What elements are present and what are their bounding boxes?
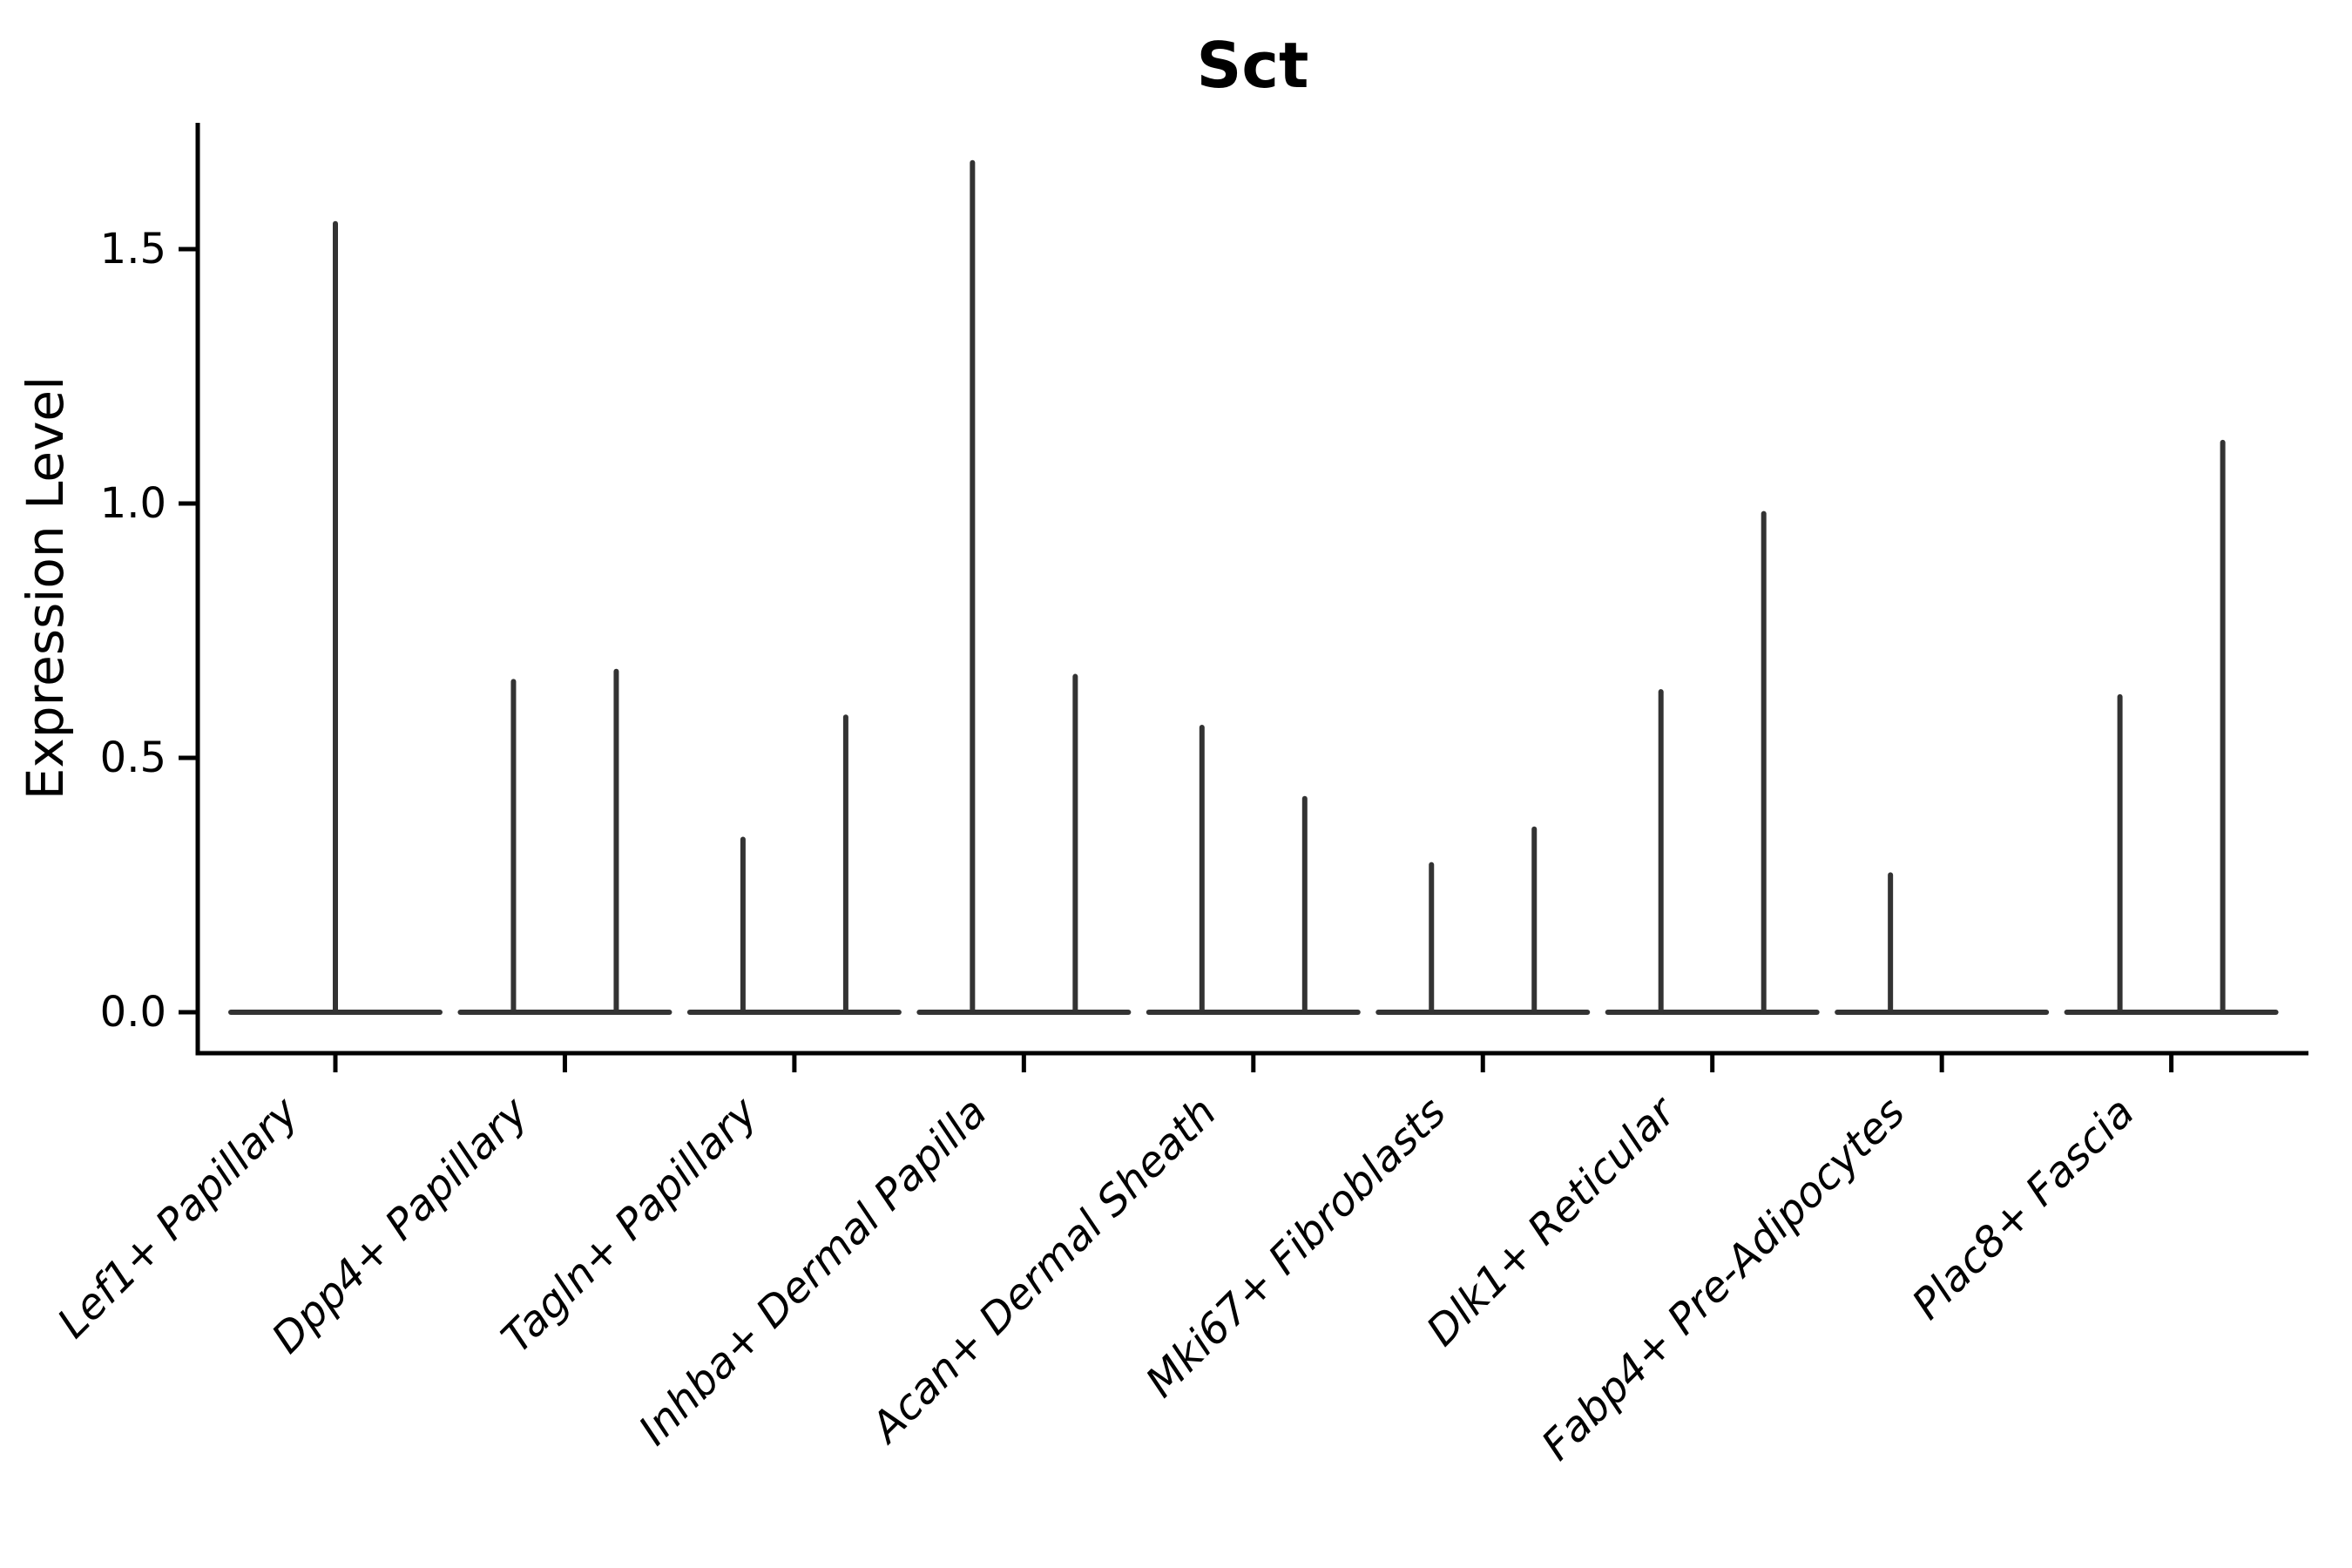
x-tick-label: Tagln+ Papillary: [492, 1087, 767, 1362]
violin-group: [1605, 510, 1820, 1015]
y-tick-label: 0.0: [100, 988, 166, 1037]
x-tick-label: Dpp4+ Papillary: [262, 1087, 537, 1362]
violins: [228, 159, 2279, 1015]
violin-group: [1835, 872, 2050, 1015]
violin-group: [2064, 439, 2279, 1015]
x-tick-label: Dlk1+ Reticular: [1417, 1086, 1687, 1356]
violin-group: [1375, 826, 1591, 1015]
chart-title: Sct: [1197, 29, 1309, 102]
violin-group: [228, 220, 443, 1015]
y-axis-label: Expression Level: [16, 376, 75, 800]
x-tick-label: Lef1+ Papillary: [48, 1087, 308, 1348]
x-tick-label: Fabp4+ Pre-Adipocytes: [1532, 1088, 1915, 1470]
violin-group: [686, 714, 902, 1015]
y-tick-label: 1.0: [100, 479, 166, 528]
x-tick-label: Plac8+ Fascia: [1903, 1088, 2144, 1329]
violin-group: [1146, 724, 1361, 1015]
violin-group: [916, 159, 1132, 1015]
violin-group: [457, 668, 672, 1015]
y-tick-label: 0.5: [100, 733, 166, 782]
y-tick-label: 1.5: [100, 225, 166, 274]
